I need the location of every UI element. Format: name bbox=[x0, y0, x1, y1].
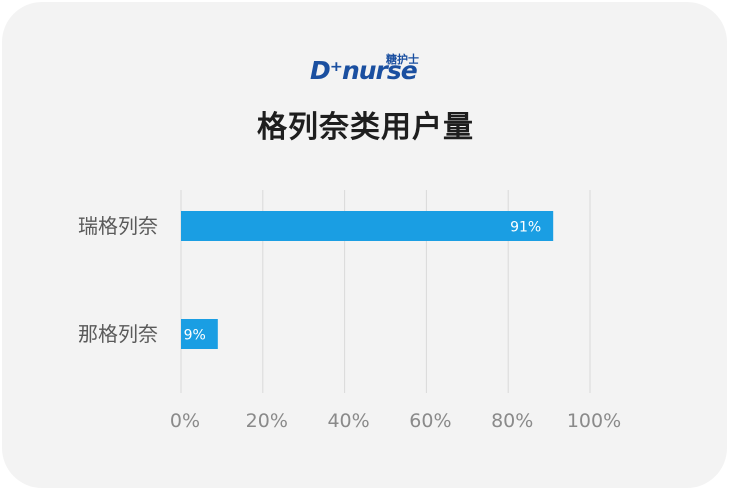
x-tick-label: 40% bbox=[327, 410, 369, 432]
x-tick-label: 60% bbox=[409, 410, 451, 432]
bar-value-label: 9% bbox=[184, 328, 206, 344]
bar bbox=[181, 211, 554, 241]
bar-value-label: 91% bbox=[510, 220, 541, 236]
category-label: 瑞格列奈 bbox=[78, 214, 158, 238]
x-tick-label: 80% bbox=[491, 410, 533, 432]
category-label: 那格列奈 bbox=[78, 322, 158, 346]
brand-logo: D⁺nurse 糖护士 bbox=[310, 52, 425, 86]
x-tick-label: 20% bbox=[246, 410, 288, 432]
x-tick-label: 0% bbox=[170, 410, 200, 432]
brand-logo-text: D⁺nurse bbox=[310, 56, 418, 85]
chart-title: 格列奈类用户量 bbox=[257, 110, 474, 145]
chart-card bbox=[2, 2, 727, 488]
brand-logo-cn: 糖护士 bbox=[386, 53, 419, 66]
x-tick-label: 100% bbox=[567, 410, 621, 432]
bar bbox=[181, 319, 218, 349]
